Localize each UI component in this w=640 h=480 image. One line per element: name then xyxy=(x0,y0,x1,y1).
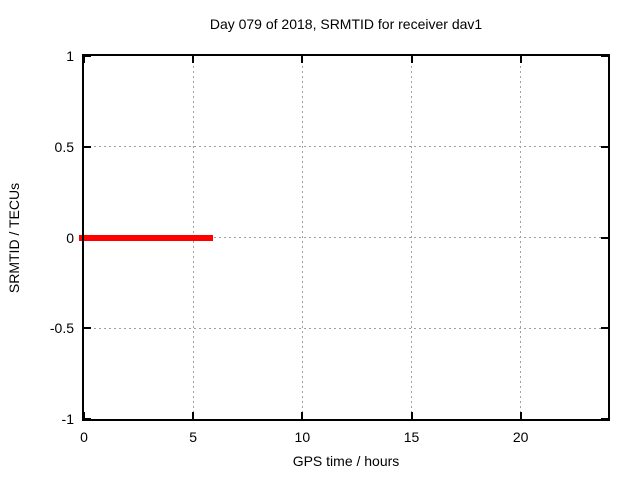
y-tick-mark-left xyxy=(84,145,91,148)
grid-line-horizontal xyxy=(84,237,608,238)
y-tick-mark-right xyxy=(601,236,608,239)
x-tick-mark-bottom xyxy=(519,412,522,419)
x-tick-mark-top xyxy=(410,56,413,63)
y-axis-label: SRMTID / TECUs xyxy=(6,182,22,294)
plot-area: 0 5 10 15 20 1 0.5 0 -0.5 -1 xyxy=(50,48,610,445)
y-tick-label: -0.5 xyxy=(49,320,74,337)
x-axis-label: GPS time / hours xyxy=(292,453,400,469)
x-tick-mark-bottom xyxy=(301,412,304,419)
y-tick-mark-left xyxy=(84,55,91,57)
y-tick-mark-right xyxy=(601,145,608,148)
grid-line-horizontal xyxy=(84,146,608,148)
x-tick-label: 10 xyxy=(294,429,311,445)
x-tick-label: 5 xyxy=(189,429,198,445)
series-line-cap xyxy=(79,234,82,241)
y-tick-mark-right xyxy=(601,418,608,420)
y-tick-mark-left xyxy=(84,327,91,330)
chart-title: Day 079 of 2018, SRMTID for receiver dav… xyxy=(209,16,483,32)
y-tick-mark-right xyxy=(601,55,608,57)
series-line xyxy=(84,234,213,241)
y-tick-label: 0 xyxy=(66,229,74,246)
y-tick-mark-right xyxy=(601,327,608,330)
x-tick-mark-top xyxy=(301,56,304,63)
x-tick-label: 20 xyxy=(512,429,529,445)
x-tick-mark-bottom xyxy=(192,412,195,419)
x-tick-label: 0 xyxy=(80,429,88,445)
y-tick-mark-left xyxy=(84,418,91,420)
x-tick-label: 15 xyxy=(403,429,420,445)
y-tick-label: 0.5 xyxy=(54,138,74,155)
x-tick-mark-top xyxy=(192,56,195,63)
grid-line-horizontal xyxy=(84,327,608,329)
x-tick-mark-bottom xyxy=(83,412,85,419)
x-tick-mark-bottom xyxy=(410,412,413,419)
y-tick-label: 1 xyxy=(66,48,74,64)
x-tick-mark-top xyxy=(519,56,522,63)
x-tick-mark-top xyxy=(83,56,85,63)
y-tick-label: -1 xyxy=(61,411,74,427)
